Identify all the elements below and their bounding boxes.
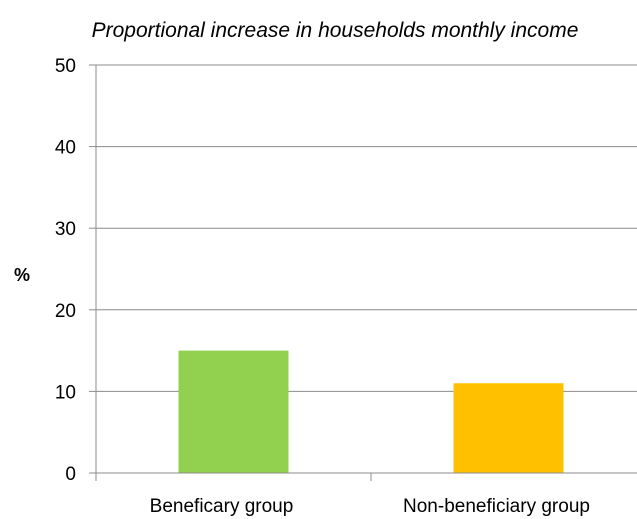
y-tick-label-20: 20 <box>55 301 76 322</box>
gridlines <box>96 64 637 392</box>
y-tick-label-40: 40 <box>55 138 76 159</box>
chart-title: Proportional increase in households mont… <box>92 19 579 42</box>
bar-1 <box>178 350 289 473</box>
x-category-label-2: Non-beneficiary group <box>403 496 590 517</box>
y-tick-label-50: 50 <box>55 56 76 77</box>
bar-2 <box>453 383 564 473</box>
y-tick-label-30: 30 <box>55 219 76 240</box>
y-tick-label-0: 0 <box>65 464 76 485</box>
axes <box>89 65 637 481</box>
y-axis-label: % <box>14 265 30 285</box>
x-category-label-1: Beneficary group <box>150 496 294 517</box>
y-axis-ticks: 0 10 20 30 40 50 <box>55 56 96 485</box>
y-tick-label-10: 10 <box>55 382 76 403</box>
bars <box>178 350 564 473</box>
x-axis-category-labels: Beneficary group Non-beneficiary group <box>150 496 590 517</box>
